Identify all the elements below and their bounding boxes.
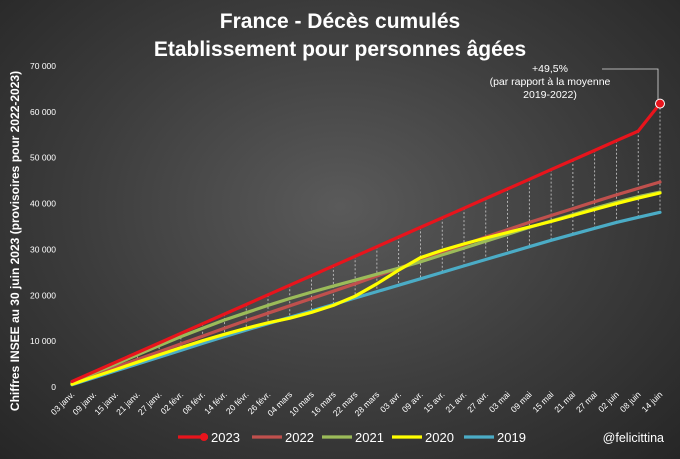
series-line-2023 xyxy=(70,102,662,384)
y-tick-label: 40 000 xyxy=(30,199,56,209)
y-tick-label: 20 000 xyxy=(30,290,56,300)
y-tick-label: 30 000 xyxy=(30,244,56,254)
legend: 2023 2022 2021 2020 2019 xyxy=(178,430,526,445)
legend-marker-2023 xyxy=(200,433,208,441)
x-tick-label: 27 avr. xyxy=(465,389,490,414)
x-tick-label: 02 juin xyxy=(596,389,621,414)
annotation-line: 2019-2022) xyxy=(523,89,577,101)
x-tick-label: 14 févr. xyxy=(202,389,229,416)
series-line-2022 xyxy=(70,180,662,385)
x-tick-label: 27 janv. xyxy=(136,389,164,417)
y-axis-label: Chiffres INSEE au 30 juin 2023 (provisoi… xyxy=(8,71,22,411)
legend-label-2022: 2022 xyxy=(285,430,314,445)
x-axis: 03 janv.09 janv.15 janv.21 janv.27 janv.… xyxy=(49,389,665,418)
series-line-2020 xyxy=(70,191,662,386)
chart-subtitle: Etablissement pour personnes âgées xyxy=(154,38,526,61)
annotation-leader xyxy=(602,68,659,100)
x-tick-label: 08 juin xyxy=(618,389,643,414)
annotation: +49,5%(par rapport à la moyenne2019-2022… xyxy=(490,63,659,101)
x-tick-label: 09 mai xyxy=(509,389,534,414)
x-tick-label: 14 juin xyxy=(640,389,665,414)
x-tick-label: 02 févr. xyxy=(159,389,186,416)
x-tick-label: 15 avr. xyxy=(422,389,447,414)
y-tick-label: 0 xyxy=(51,382,56,392)
y-axis: 0 10 000 20 000 30 000 40 000 50 000 60 000 70 … xyxy=(30,61,56,392)
legend-label-2021: 2021 xyxy=(355,430,384,445)
x-tick-label: 21 avr. xyxy=(443,389,468,414)
legend-label-2019: 2019 xyxy=(497,430,526,445)
x-tick-label: 20 févr. xyxy=(224,389,251,416)
x-tick-label: 28 mars xyxy=(353,389,382,418)
x-tick-label: 15 mai xyxy=(530,389,555,414)
drop-lines xyxy=(93,103,661,378)
x-tick-label: 21 mai xyxy=(552,389,577,414)
y-tick-label: 60 000 xyxy=(30,107,56,117)
credit-text: @felicittina xyxy=(603,431,664,445)
x-tick-label: 03 avr. xyxy=(378,389,403,414)
series-lines xyxy=(70,98,665,387)
legend-label-2023: 2023 xyxy=(211,430,240,445)
series-end-marker xyxy=(655,98,665,109)
y-tick-label: 70 000 xyxy=(30,61,56,71)
y-tick-label: 10 000 xyxy=(30,336,56,346)
annotation-line: +49,5% xyxy=(532,63,568,75)
x-tick-label: 09 avr. xyxy=(400,389,425,414)
x-tick-label: 03 mai xyxy=(487,389,512,414)
series-line-2019 xyxy=(70,210,662,387)
chart-title: France - Décès cumulés xyxy=(220,10,460,33)
annotation-line: (par rapport à la moyenne xyxy=(490,76,611,88)
x-tick-label: 08 févr. xyxy=(180,389,207,416)
legend-label-2020: 2020 xyxy=(425,430,454,445)
x-tick-label: 27 mai xyxy=(574,389,599,414)
y-tick-label: 50 000 xyxy=(30,153,56,163)
